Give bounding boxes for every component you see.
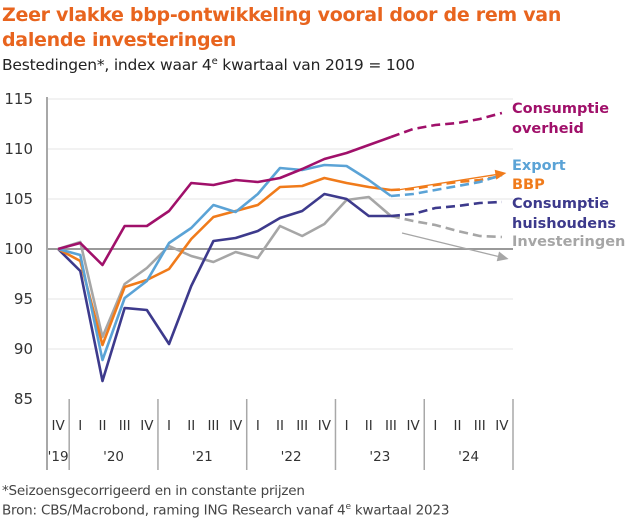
subtitle-superscript: e bbox=[211, 56, 218, 67]
x-tick-year: '24 bbox=[458, 449, 479, 465]
arrow-up-line bbox=[397, 174, 496, 191]
subtitle-text: Bestedingen*, index waar 4 bbox=[2, 56, 212, 75]
footnote-source: Bron: CBS/Macrobond, raming ING Research… bbox=[2, 502, 449, 519]
line-consumptie-overheid bbox=[57, 135, 392, 267]
y-tick-label: 85 bbox=[14, 390, 33, 408]
x-tick-quarter: I bbox=[433, 418, 437, 434]
x-tick-quarter: I bbox=[78, 418, 82, 434]
y-tick-label: 100 bbox=[4, 240, 33, 258]
footnote-adjustment: *Seizoensgecorrigeerd en in constante pr… bbox=[2, 483, 305, 499]
trend-arrows bbox=[397, 169, 509, 262]
forecast-line-export bbox=[390, 173, 503, 198]
forecast-line-consumptie-huishoudens bbox=[390, 200, 502, 218]
subtitle-text-end: kwartaal van 2019 = 100 bbox=[217, 56, 415, 75]
legend-label-bbp: BBP bbox=[512, 177, 545, 193]
x-tick-quarter: IV bbox=[318, 418, 332, 434]
x-tick-quarter: III bbox=[474, 418, 486, 434]
line-export bbox=[57, 163, 392, 362]
y-tick-label: 95 bbox=[14, 290, 33, 308]
line-investeringen bbox=[57, 195, 392, 339]
line-consumptie-huishoudens bbox=[57, 192, 391, 383]
legend-label-consumptie-overheid: overheid bbox=[512, 121, 584, 137]
x-tick-quarter: IV bbox=[51, 418, 65, 434]
y-tick-label: 90 bbox=[14, 340, 33, 358]
x-axis: IV I II III IV I II III IV I II III IV I II III IV I II III… bbox=[48, 399, 514, 470]
x-tick-year: '22 bbox=[281, 449, 302, 465]
x-tick-quarter: III bbox=[385, 418, 397, 434]
arrow-down-line bbox=[401, 232, 499, 258]
x-tick-quarter: I bbox=[256, 418, 260, 434]
source-text: Bron: CBS/Macrobond, raming ING Research… bbox=[2, 502, 346, 519]
x-tick-quarter: III bbox=[207, 418, 219, 434]
forecast-line-consumptie-overheid bbox=[390, 111, 503, 139]
x-tick-quarter: IV bbox=[140, 418, 154, 434]
source-text-end: kwartaal 2023 bbox=[350, 502, 450, 519]
x-tick-year: '19 bbox=[48, 449, 69, 465]
x-tick-quarter: II bbox=[98, 418, 106, 434]
y-tick-label: 105 bbox=[4, 190, 33, 208]
x-tick-quarter: III bbox=[296, 418, 308, 434]
x-tick-year: '23 bbox=[369, 449, 390, 465]
arrow-up-head-icon bbox=[494, 169, 507, 180]
line-bbp bbox=[57, 176, 392, 347]
x-tick-quarter: II bbox=[454, 418, 462, 434]
forecast-line-investeringen bbox=[390, 214, 502, 239]
y-tick-label: 115 bbox=[4, 90, 33, 108]
y-axis-ticks: 85 90 95 100 105 110 115 bbox=[4, 90, 33, 408]
x-tick-quarter: II bbox=[365, 418, 373, 434]
legend: Consumptie overheid Export BBP Consumptie hui… bbox=[512, 101, 625, 250]
x-tick-quarter: I bbox=[167, 418, 171, 434]
series-lines bbox=[57, 111, 503, 383]
x-tick-year: '21 bbox=[192, 449, 213, 465]
x-tick-quarter: I bbox=[345, 418, 349, 434]
legend-label-consumptie-huishoudens: huishoudens bbox=[512, 216, 616, 232]
x-tick-year: '20 bbox=[103, 449, 124, 465]
x-tick-quarter: II bbox=[187, 418, 195, 434]
x-tick-quarter: II bbox=[276, 418, 284, 434]
y-tick-label: 110 bbox=[4, 140, 33, 158]
chart-subtitle: Bestedingen*, index waar 4e kwartaal van… bbox=[2, 56, 415, 74]
source-superscript: e bbox=[345, 502, 351, 512]
chart-title: Zeer vlakke bbp-ontwikkeling vooral door… bbox=[2, 4, 562, 51]
x-tick-quarter: IV bbox=[229, 418, 243, 434]
legend-label-investeringen: Investeringen bbox=[512, 234, 625, 250]
x-tick-quarter: IV bbox=[407, 418, 421, 434]
legend-label-consumptie-overheid: Consumptie bbox=[512, 101, 609, 117]
x-tick-quarter: III bbox=[119, 418, 131, 434]
x-tick-quarter: IV bbox=[495, 418, 509, 434]
gridlines bbox=[46, 97, 513, 470]
arrow-down-head-icon bbox=[496, 251, 509, 262]
forecast-line-bbp bbox=[390, 174, 503, 192]
legend-label-consumptie-huishoudens: Consumptie bbox=[512, 196, 609, 212]
legend-label-export: Export bbox=[512, 158, 566, 174]
